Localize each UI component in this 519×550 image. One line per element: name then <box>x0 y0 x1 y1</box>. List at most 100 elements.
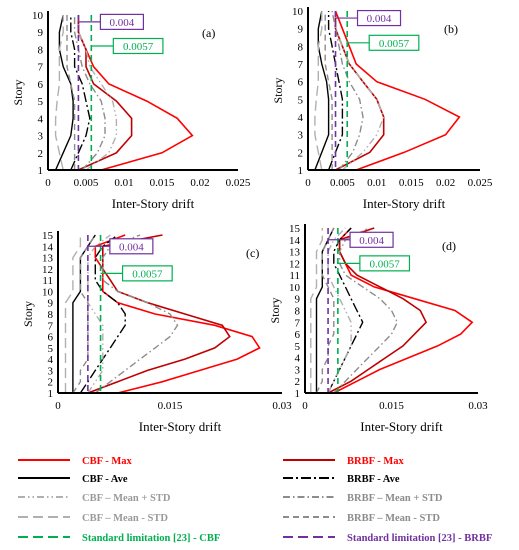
panel-1: 0.004 0.0057 1 2 3 4 5 6 7 8 9 10 0 0.005 0.01 0.015 0.0… <box>271 6 493 211</box>
panel-label: (d) <box>442 239 456 253</box>
x-tick-label: 0.03 <box>272 400 292 412</box>
legend-label-cbf_ave: CBF - Ave <box>82 474 128 485</box>
legend-label-std_brbf: Standard limitation [23] - BRBF <box>347 533 492 544</box>
y-tick-label: 4 <box>48 354 54 366</box>
x-tick-label: 0.02 <box>436 177 455 189</box>
y-tick-label: 3 <box>295 364 301 376</box>
y-tick-label: 3 <box>48 365 54 377</box>
x-tick-label: 0.01 <box>367 177 386 189</box>
annotation-label: 0.0057 <box>370 258 401 270</box>
annotation-label: 0.004 <box>119 241 144 253</box>
x-tick-label: 0 <box>305 177 311 189</box>
y-tick-label: 6 <box>298 77 304 89</box>
y-tick-label: 6 <box>48 332 54 344</box>
series-line-cbf_mpstd <box>87 234 111 394</box>
legend: CBF - Max BRBF - Max CBF - Ave BRBF - Ave CB… <box>18 456 492 544</box>
y-tick-label: 10 <box>292 6 304 18</box>
x-tick-label: 0.03 <box>468 400 488 412</box>
x-tick-label: 0.015 <box>158 400 183 412</box>
x-tick-label: 0.01 <box>114 177 133 189</box>
x-tick-label: 0.025 <box>226 177 251 189</box>
legend-label-cbf_max: CBF - Max <box>82 456 133 467</box>
panel-label: (b) <box>444 22 458 36</box>
y-tick-label: 9 <box>48 298 54 310</box>
series-line-cbf_mpstd <box>327 227 352 394</box>
y-tick-label: 15 <box>289 223 301 235</box>
y-tick-label: 5 <box>295 341 301 353</box>
series-line-brbf_ave <box>327 227 364 394</box>
series-line-brbf_max <box>327 227 428 394</box>
series-line-brbf_mpstd <box>94 234 179 394</box>
x-axis-label: Inter-Story drift <box>112 196 195 211</box>
y-tick-label: 8 <box>298 41 304 53</box>
annotation-box <box>368 34 420 51</box>
y-tick-label: 9 <box>295 294 301 306</box>
y-axis-label: Story <box>11 79 25 105</box>
y-tick-label: 8 <box>38 44 44 56</box>
series-line-brbf_mmstd <box>324 11 333 170</box>
y-tick-label: 2 <box>48 377 54 389</box>
y-tick-label: 4 <box>38 113 44 125</box>
series-line-cbf_ave <box>72 234 96 393</box>
legend-label-std_cbf: Standard limitation [23] - CBF <box>82 533 220 544</box>
x-tick-label: 0 <box>302 400 308 412</box>
series-line-cbf_mpstd <box>334 11 385 171</box>
y-tick-label: 6 <box>295 329 301 341</box>
y-tick-label: 11 <box>289 270 300 282</box>
series-line-brbf_mpstd <box>73 15 106 171</box>
y-tick-label: 3 <box>38 131 44 143</box>
annotation-box <box>349 231 394 248</box>
legend-label-cbf_mpstd: CBF – Mean + STD <box>82 493 171 504</box>
series-line-cbf_max <box>334 10 461 171</box>
x-tick-label: 0.015 <box>399 177 424 189</box>
series-line-brbf_mpstd <box>333 227 399 394</box>
legend-label-brbf_mpstd: BRBF – Mean + STD <box>347 493 443 504</box>
x-tick-label: 0 <box>55 400 61 412</box>
series-line-cbf_mmstd <box>54 15 64 171</box>
annotation-box <box>109 238 154 255</box>
y-tick-label: 8 <box>48 309 54 321</box>
x-tick-label: 0.015 <box>379 400 404 412</box>
y-axis-label: Story <box>271 77 285 103</box>
series-line-brbf_ave <box>79 234 126 394</box>
annotation-label: 0.0057 <box>132 268 163 280</box>
y-tick-label: 7 <box>48 320 54 332</box>
y-tick-label: 14 <box>289 235 301 247</box>
series-line-cbf_mmstd <box>314 11 323 171</box>
x-tick-label: 0.025 <box>468 177 493 189</box>
annotation-box <box>99 13 145 30</box>
y-tick-label: 2 <box>38 148 44 160</box>
legend-label-brbf_ave: BRBF - Ave <box>347 474 400 485</box>
y-tick-label: 10 <box>32 10 44 22</box>
annotation-box <box>121 265 173 282</box>
series-line-cbf_ave <box>314 10 330 171</box>
annotation-box <box>356 9 402 27</box>
annotation-label: 0.0057 <box>379 38 410 50</box>
legend-label-brbf_mmstd: BRBF – Mean - STD <box>347 513 440 524</box>
series-line-brbf_mmstd <box>66 15 76 170</box>
x-tick-label: 0 <box>45 177 51 189</box>
y-tick-label: 10 <box>42 286 54 298</box>
y-tick-label: 1 <box>295 388 301 400</box>
x-tick-label: 0.005 <box>330 177 355 189</box>
series-line-brbf_mmstd <box>315 227 335 394</box>
y-tick-label: 13 <box>289 247 301 259</box>
y-tick-label: 1 <box>38 165 44 177</box>
panel-label: (c) <box>246 246 259 260</box>
annotation-label: 0.0057 <box>123 41 154 53</box>
y-tick-label: 1 <box>298 165 304 177</box>
series-line-brbf_max <box>77 15 133 171</box>
annotation-label: 0.004 <box>359 235 384 247</box>
y-tick-label: 8 <box>295 306 301 318</box>
series-line-cbf_mmstd <box>64 235 82 393</box>
legend-label-cbf_mmstd: CBF – Mean - STD <box>82 513 168 524</box>
y-tick-label: 7 <box>38 62 44 74</box>
y-tick-label: 11 <box>42 275 53 287</box>
y-tick-label: 3 <box>298 130 304 142</box>
y-tick-label: 15 <box>42 230 54 242</box>
y-tick-label: 12 <box>42 264 53 276</box>
series-line-brbf_mmstd <box>72 234 96 394</box>
x-axis-label: Inter-Story drift <box>139 419 222 434</box>
